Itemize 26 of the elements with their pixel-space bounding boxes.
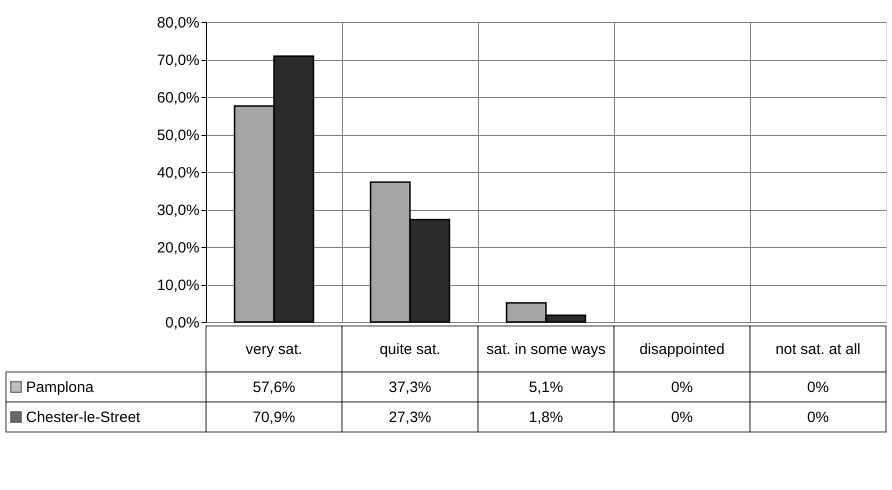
data-label: 1,8% (528, 409, 564, 426)
y-tick-label: 20,0% (156, 240, 200, 256)
y-tick-label: 0,0% (165, 314, 200, 332)
x-tick-label: not sat. at all (775, 341, 861, 358)
data-label: 57,6% (252, 379, 296, 396)
data-label: 0% (671, 409, 693, 426)
x-tick-label: quite sat. (380, 341, 440, 358)
data-label: 0% (807, 409, 829, 426)
y-tick-label: 50,0% (156, 127, 200, 144)
x-tick-label: sat. in some ways (486, 341, 606, 358)
y-tick-label: 40,0% (156, 164, 200, 182)
y-tick-label: 60,0% (156, 90, 200, 106)
data-label: 70,9% (252, 409, 296, 426)
y-tick-label: 80,0% (156, 14, 200, 32)
y-tick-label: 70,0% (156, 52, 200, 69)
legend-label: Pamplona (26, 379, 94, 396)
y-tick-label: 10,0% (156, 277, 200, 294)
legend-label: Chester-le-Street (26, 409, 142, 426)
data-label: 27,3% (388, 409, 432, 426)
data-label: 37,3% (388, 379, 432, 396)
y-tick-label: 30,0% (156, 202, 200, 219)
data-label: 0% (671, 379, 693, 396)
x-tick-label: very sat. (246, 341, 302, 358)
x-tick-label: disappointed (639, 341, 725, 358)
data-label: 5,1% (528, 379, 564, 396)
data-label: 0% (807, 379, 829, 396)
